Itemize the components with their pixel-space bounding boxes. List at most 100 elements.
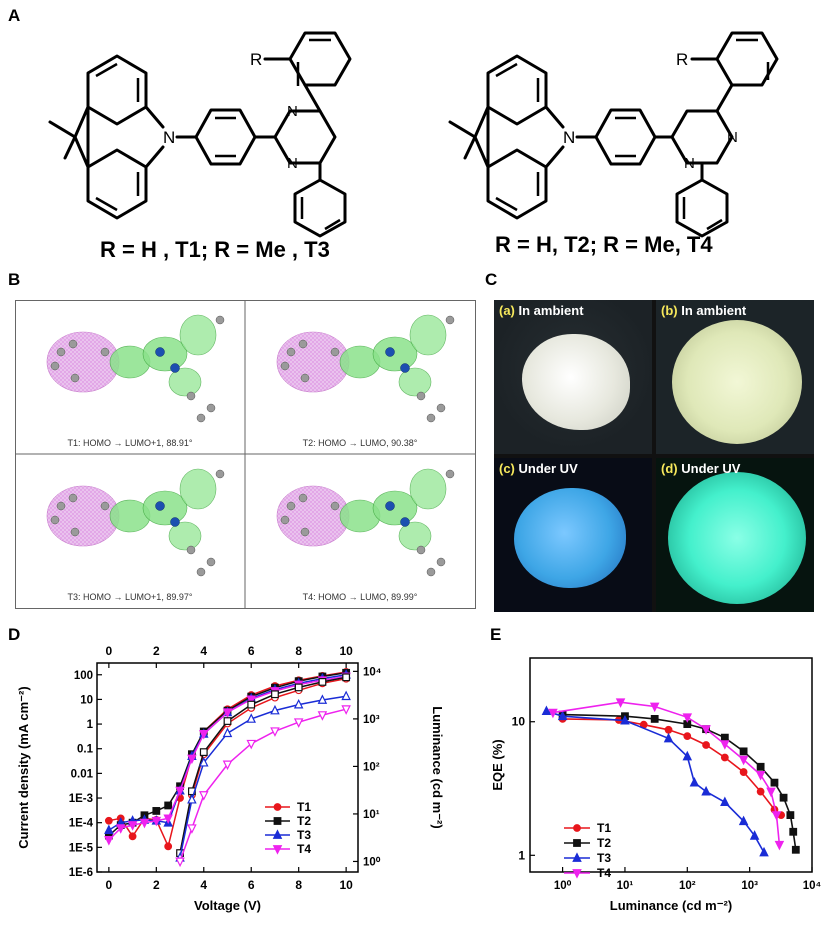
y-tick-label: 0.01 — [71, 768, 94, 780]
lumo-lobe — [398, 521, 432, 551]
photo-text-a: In ambient — [518, 303, 584, 318]
point-T2 — [739, 747, 748, 756]
photo-c: (c) Under UV — [494, 458, 652, 612]
legend-label: T3 — [297, 828, 311, 842]
homo-mesh — [47, 332, 119, 392]
atom-sphere — [286, 501, 296, 511]
atom-sphere — [215, 469, 225, 479]
atom-sphere — [286, 347, 296, 357]
atom-sphere — [56, 501, 66, 511]
atom-sphere — [100, 347, 110, 357]
pyrimidine-ring — [273, 109, 337, 165]
point-T3-J — [104, 824, 114, 835]
atom-sphere — [206, 403, 216, 413]
plot-frame — [529, 657, 813, 873]
x-tick-label: 6 — [248, 878, 255, 892]
powder-a — [522, 334, 630, 430]
point-T2-L — [294, 683, 303, 692]
atom-n-pyrimidine: N — [287, 103, 298, 120]
point-T4-J — [151, 816, 162, 827]
point-T3 — [620, 714, 630, 725]
x-tick-label: 4 — [200, 878, 207, 892]
orbital-cell — [276, 468, 455, 577]
atom-sphere — [196, 413, 206, 423]
point-T4-J — [222, 708, 233, 718]
point-T2-J — [152, 807, 161, 815]
point-T4-L — [222, 760, 233, 771]
atom-sphere — [416, 391, 426, 401]
legend-label: T1 — [297, 800, 311, 814]
powder-d — [668, 472, 806, 604]
x-tick-label-top: 8 — [295, 644, 302, 658]
point-T2 — [779, 793, 788, 802]
atom-n-pyrimidine: N — [684, 155, 695, 172]
photo-tag-d: (d) — [661, 461, 678, 476]
point-T3 — [541, 705, 552, 716]
point-T4-L — [270, 727, 280, 737]
legend-marker — [572, 869, 582, 879]
point-T4 — [766, 787, 776, 798]
point-T2-J — [164, 801, 173, 810]
point-T4-J — [139, 818, 150, 829]
point-T2 — [786, 811, 795, 819]
point-T2 — [756, 762, 765, 771]
lumo-lobe — [179, 468, 217, 510]
point-T4-L — [187, 824, 197, 834]
y-tick-label: 1E-6 — [69, 867, 93, 879]
atom-sphere — [445, 315, 455, 325]
panel-label-d: D — [8, 625, 21, 644]
photo-tag-c: (c) — [499, 461, 515, 476]
atom-sphere — [186, 391, 196, 401]
point-T3 — [682, 750, 693, 761]
cell-caption-t4: T4: HOMO → LUMO, 89.99° — [303, 592, 418, 602]
photo-tag-a: (a) — [499, 303, 515, 318]
y-tick-label: 10 — [80, 694, 93, 706]
x-tick-label: 10² — [679, 880, 696, 892]
point-T3-L — [187, 793, 197, 804]
homo-mesh — [277, 486, 349, 546]
x-tick-label: 2 — [153, 878, 160, 892]
atom-sphere — [215, 315, 225, 325]
point-T3-L — [317, 694, 328, 704]
x-tick-label: 8 — [295, 878, 302, 892]
point-T4 — [615, 698, 626, 708]
atom-sphere — [300, 527, 310, 537]
point-T3 — [557, 710, 568, 721]
atom-sphere — [68, 493, 78, 503]
y-axis-label: Current density (mA cm⁻²) — [16, 686, 31, 848]
orbital-cell — [46, 468, 225, 577]
nitrogen-sphere — [385, 347, 395, 357]
legend-marker — [272, 829, 283, 839]
point-T3 — [749, 830, 760, 840]
y-axis-label: EQE (%) — [490, 739, 505, 790]
atom-sphere — [280, 361, 290, 371]
point-T3 — [701, 785, 711, 796]
lumo-lobe — [372, 336, 418, 372]
legend-label: T2 — [597, 836, 611, 850]
point-T4 — [720, 740, 730, 750]
legend-label: T3 — [597, 851, 611, 865]
point-T2-L — [247, 700, 256, 709]
point-T4-J — [104, 836, 114, 846]
legend-marker — [572, 852, 582, 862]
x-tick-label-top: 10 — [339, 644, 353, 658]
point-T4-J — [199, 729, 209, 740]
point-T2-L — [199, 748, 208, 757]
lumo-lobe — [409, 468, 447, 510]
acridine-ring-top — [86, 54, 148, 126]
homo-mesh — [47, 486, 119, 546]
point-T4-L — [317, 711, 328, 721]
atom-n-pyrimidine: N — [727, 129, 738, 146]
atom-n-pyrimidine: N — [287, 155, 298, 172]
nitrogen-sphere — [155, 347, 165, 357]
photo-b: (b) In ambient — [656, 300, 814, 454]
point-T1-J — [128, 832, 137, 841]
point-T3-L — [222, 727, 233, 738]
x-tick-label: 10³ — [741, 880, 758, 892]
point-T3 — [738, 815, 749, 826]
lumo-lobe — [142, 490, 188, 526]
point-T4 — [774, 840, 785, 851]
nitrogen-sphere — [170, 517, 180, 527]
legend-marker — [573, 824, 581, 832]
phenyl-linker — [194, 108, 257, 166]
